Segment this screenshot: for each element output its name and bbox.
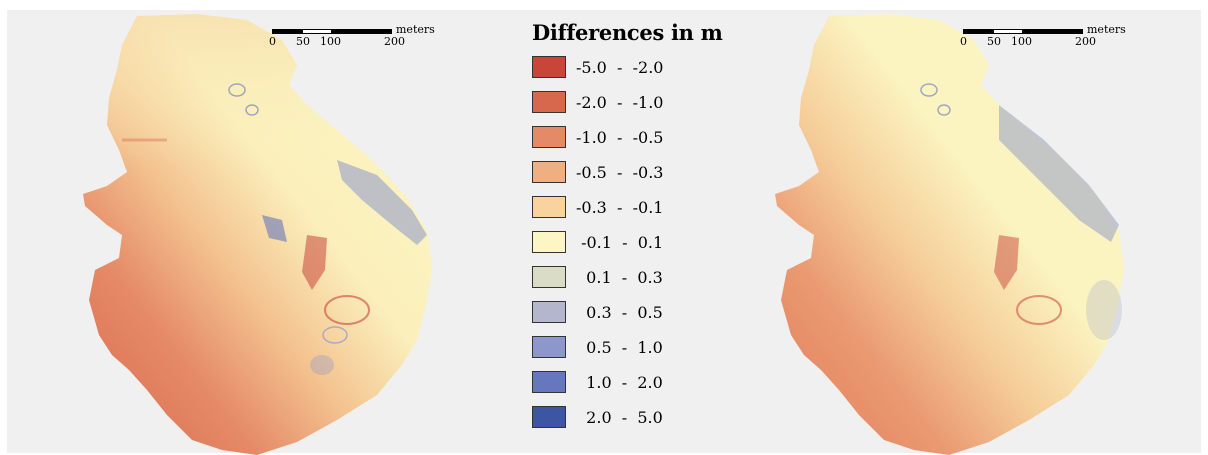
map-right-svg: [775, 14, 1124, 455]
legend-item: -0.5 - -0.3: [532, 161, 702, 187]
scale-tick-0: 0: [960, 35, 967, 48]
legend-label: 1.0 - 2.0: [576, 373, 663, 392]
legend-item: -1.0 - -0.5: [532, 126, 702, 152]
legend-swatch: [532, 56, 566, 78]
scale-tick-0: 0: [269, 35, 276, 48]
legend-item: -0.1 - 0.1: [532, 231, 702, 257]
legend-title: Differences in m: [532, 20, 723, 45]
scale-bar-right: meters 0 50 100 200: [960, 23, 1153, 54]
legend-label: -1.0 - -0.5: [576, 128, 664, 147]
legend-label: 0.5 - 1.0: [576, 338, 663, 357]
legend-item: 1.0 - 2.0: [532, 371, 702, 397]
blue-patch: [337, 160, 427, 245]
scale-tick-50: 50: [987, 35, 1001, 48]
legend-swatch: [532, 91, 566, 113]
scale-tick-200: 200: [384, 35, 405, 48]
survey-area-right: [775, 14, 1124, 455]
legend-label: -2.0 - -1.0: [576, 93, 664, 112]
figure-panel: meters 0 50 100 200 Differences in m -5.…: [7, 10, 1204, 455]
legend-swatch: [532, 406, 566, 428]
legend-swatch: [532, 266, 566, 288]
legend-swatch: [532, 371, 566, 393]
legend-item: 0.1 - 0.3: [532, 266, 702, 292]
legend-item: 0.3 - 0.5: [532, 301, 702, 327]
legend-label: -0.3 - -0.1: [576, 198, 664, 217]
difference-map-left: meters 0 50 100 200: [7, 10, 512, 455]
legend-label: -5.0 - -2.0: [576, 58, 664, 77]
scale-tick-100: 100: [1011, 35, 1032, 48]
legend-item: -0.3 - -0.1: [532, 196, 702, 222]
legend-label: 0.3 - 0.5: [576, 303, 663, 322]
scale-tick-200: 200: [1075, 35, 1096, 48]
legend-swatch: [532, 161, 566, 183]
legend-swatch: [532, 301, 566, 323]
scale-tick-100: 100: [320, 35, 341, 48]
scale-tick-50: 50: [296, 35, 310, 48]
legend-item: 0.5 - 1.0: [532, 336, 702, 362]
map-left-svg: [83, 14, 432, 455]
legend-swatch: [532, 336, 566, 358]
scale-unit: meters: [1087, 23, 1126, 36]
legend-item: 2.0 - 5.0: [532, 406, 702, 432]
scale-unit: meters: [396, 23, 435, 36]
legend-item: -5.0 - -2.0: [532, 56, 702, 82]
legend-label: -0.5 - -0.3: [576, 163, 664, 182]
red-feature: [302, 235, 327, 290]
difference-map-right: meters 0 50 100 200: [699, 10, 1204, 455]
legend-swatch: [532, 126, 566, 148]
legend-swatch: [532, 231, 566, 253]
legend-label: 0.1 - 0.3: [576, 268, 663, 287]
legend-swatch: [532, 196, 566, 218]
scale-bar-left: meters 0 50 100 200: [269, 23, 462, 54]
legend-item: -2.0 - -1.0: [532, 91, 702, 117]
legend-label: 2.0 - 5.0: [576, 408, 663, 427]
legend-label: -0.1 - 0.1: [576, 233, 664, 252]
